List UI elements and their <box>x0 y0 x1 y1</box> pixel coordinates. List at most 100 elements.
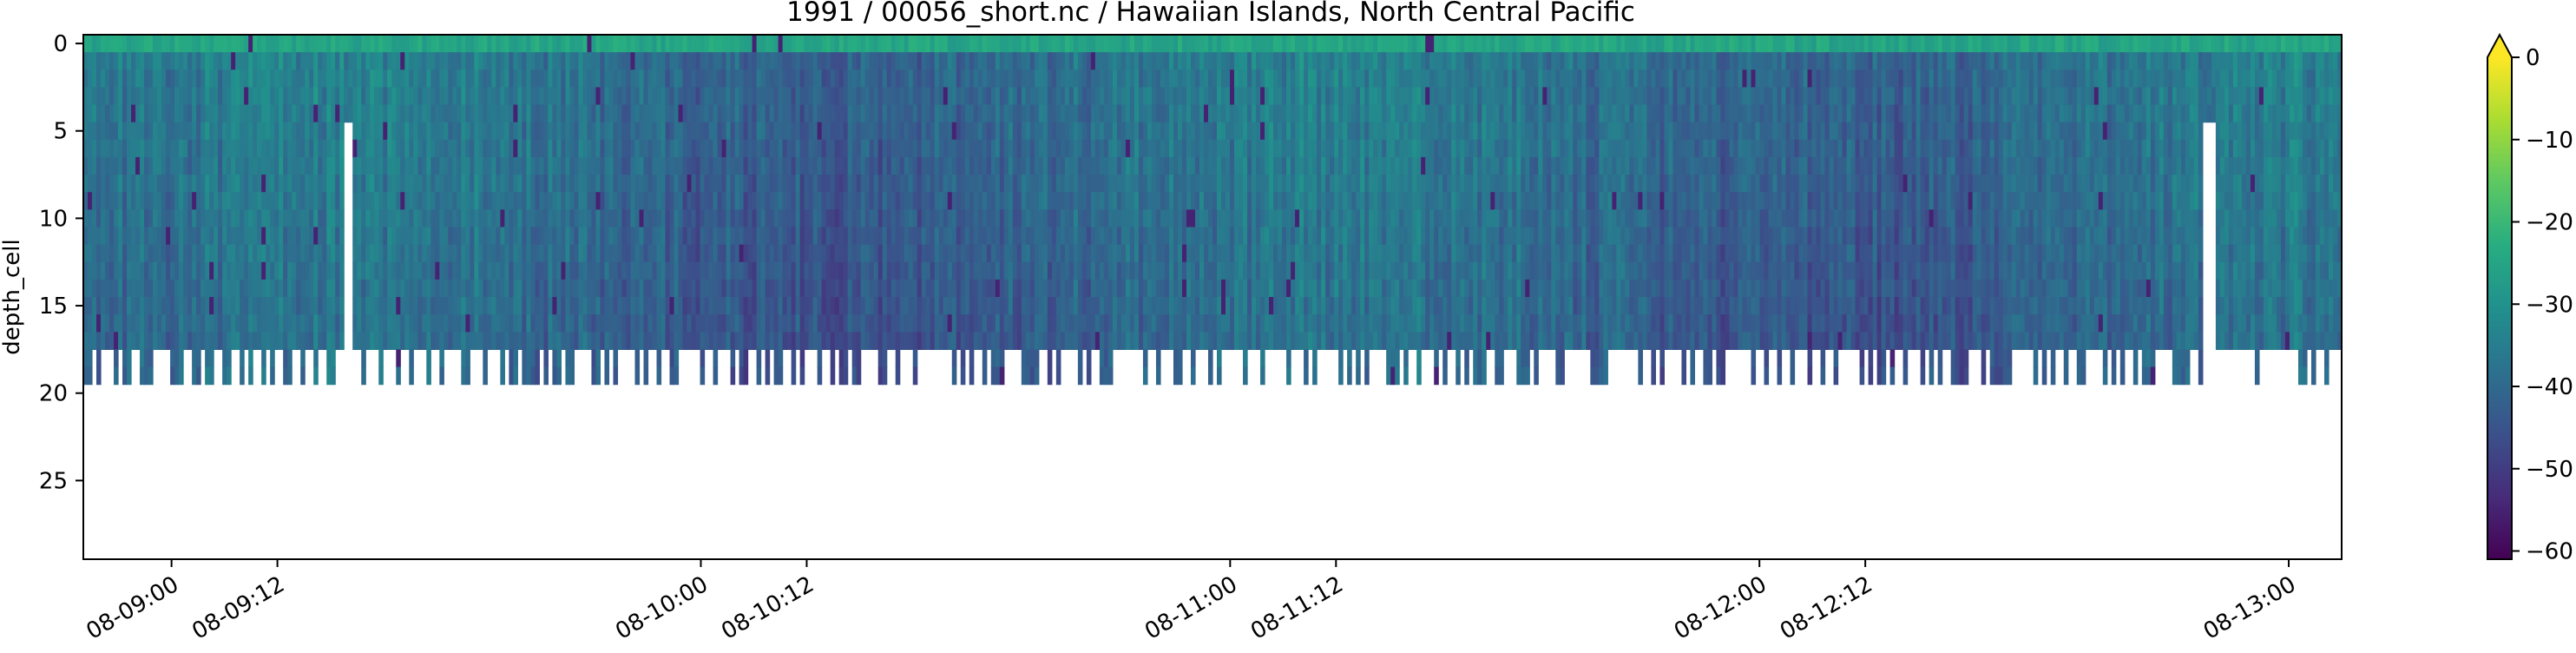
heatmap-cell <box>470 209 475 228</box>
heatmap-cell <box>374 104 379 123</box>
heatmap-cell <box>227 297 232 315</box>
heatmap-cell <box>825 314 831 333</box>
heatmap-cell <box>1177 156 1183 175</box>
heatmap-cell <box>613 332 619 350</box>
heatmap-cell <box>951 175 957 193</box>
heatmap-cell <box>552 139 558 158</box>
heatmap-cell <box>218 156 223 175</box>
heatmap-cell <box>756 227 762 246</box>
heatmap-cell <box>587 69 593 88</box>
heatmap-cell <box>196 227 201 246</box>
heatmap-cell <box>1042 279 1048 298</box>
heatmap-cell <box>1068 175 1074 193</box>
heatmap-cell <box>391 52 397 70</box>
heatmap-cell <box>1094 87 1101 106</box>
heatmap-cell <box>869 227 875 246</box>
heatmap-cell <box>726 244 732 263</box>
heatmap-cell <box>947 261 953 280</box>
heatmap-cell <box>886 52 892 70</box>
heatmap-cell <box>326 244 332 263</box>
heatmap-cell <box>131 139 136 158</box>
heatmap-cell <box>1025 104 1031 123</box>
heatmap-cell <box>695 35 701 53</box>
heatmap-cell <box>743 261 749 280</box>
heatmap-cell <box>105 209 110 228</box>
heatmap-cell <box>1168 87 1174 106</box>
heatmap-cell <box>1160 332 1166 350</box>
heatmap-cell <box>1181 261 1187 280</box>
heatmap-cell <box>378 297 384 315</box>
heatmap-cell <box>660 156 667 175</box>
heatmap-cell <box>660 332 667 350</box>
heatmap-cell <box>1142 314 1148 333</box>
heatmap-cell <box>995 314 1001 333</box>
heatmap-cell <box>1138 261 1144 280</box>
heatmap-cell <box>877 297 884 315</box>
heatmap-cell <box>318 35 323 53</box>
heatmap-cell <box>261 139 266 158</box>
heatmap-cell <box>187 279 193 298</box>
heatmap-cell <box>1008 87 1014 106</box>
heatmap-cell <box>687 175 693 193</box>
heatmap-cell <box>817 104 823 123</box>
heatmap-cell <box>339 69 345 88</box>
heatmap-cell <box>439 139 444 158</box>
heatmap-cell <box>331 261 336 280</box>
heatmap-cell <box>283 279 288 298</box>
heatmap-cell <box>956 104 962 123</box>
heatmap-cell <box>1181 87 1187 106</box>
heatmap-cell <box>1142 349 1148 368</box>
heatmap-cell <box>1051 104 1057 123</box>
heatmap-cell <box>483 349 488 368</box>
heatmap-cell <box>500 139 505 158</box>
heatmap-cell <box>1120 104 1127 123</box>
heatmap-cell <box>248 35 253 53</box>
heatmap-cell <box>660 227 667 246</box>
heatmap-cell <box>1064 139 1070 158</box>
heatmap-cell <box>890 244 897 263</box>
heatmap-cell <box>140 244 145 263</box>
heatmap-cell <box>465 366 470 386</box>
heatmap-cell <box>161 192 167 210</box>
heatmap-cell <box>756 261 762 280</box>
heatmap-cell <box>990 69 996 88</box>
heatmap-cell <box>561 35 567 53</box>
heatmap-cell <box>656 175 662 193</box>
heatmap-cell <box>266 314 271 333</box>
heatmap-cell <box>1239 156 1244 175</box>
heatmap-cell <box>569 366 575 386</box>
heatmap-cell <box>1068 279 1074 298</box>
heatmap-cell <box>713 104 719 123</box>
heatmap-cell <box>830 209 836 228</box>
heatmap-cell <box>643 192 649 210</box>
heatmap-cell <box>1086 244 1092 263</box>
heatmap-cell <box>140 192 145 210</box>
heatmap-cell <box>430 122 436 141</box>
heatmap-cell <box>717 104 723 123</box>
heatmap-cell <box>561 69 567 88</box>
heatmap-cell <box>127 35 132 53</box>
heatmap-cell <box>361 192 366 210</box>
heatmap-cell <box>131 332 136 350</box>
heatmap-cell <box>682 209 688 228</box>
heatmap-cell <box>157 104 162 123</box>
heatmap-cell <box>643 261 649 280</box>
heatmap-cell <box>214 104 219 123</box>
heatmap-cell <box>318 192 323 210</box>
heatmap-cell <box>1107 122 1114 141</box>
heatmap-cell <box>400 244 405 263</box>
heatmap-cell <box>1077 332 1083 350</box>
heatmap-cell <box>1129 175 1135 193</box>
heatmap-cell <box>561 209 567 228</box>
heatmap-cell <box>691 314 697 333</box>
heatmap-cell <box>305 332 310 350</box>
heatmap-cell <box>682 52 688 70</box>
heatmap-cell <box>183 156 188 175</box>
heatmap-cell <box>652 52 658 70</box>
heatmap-cell <box>1168 332 1174 350</box>
heatmap-cell <box>986 297 992 315</box>
heatmap-cell <box>1008 69 1014 88</box>
heatmap-cell <box>1155 366 1161 386</box>
heatmap-cell <box>1025 87 1031 106</box>
heatmap-cell <box>964 314 970 333</box>
